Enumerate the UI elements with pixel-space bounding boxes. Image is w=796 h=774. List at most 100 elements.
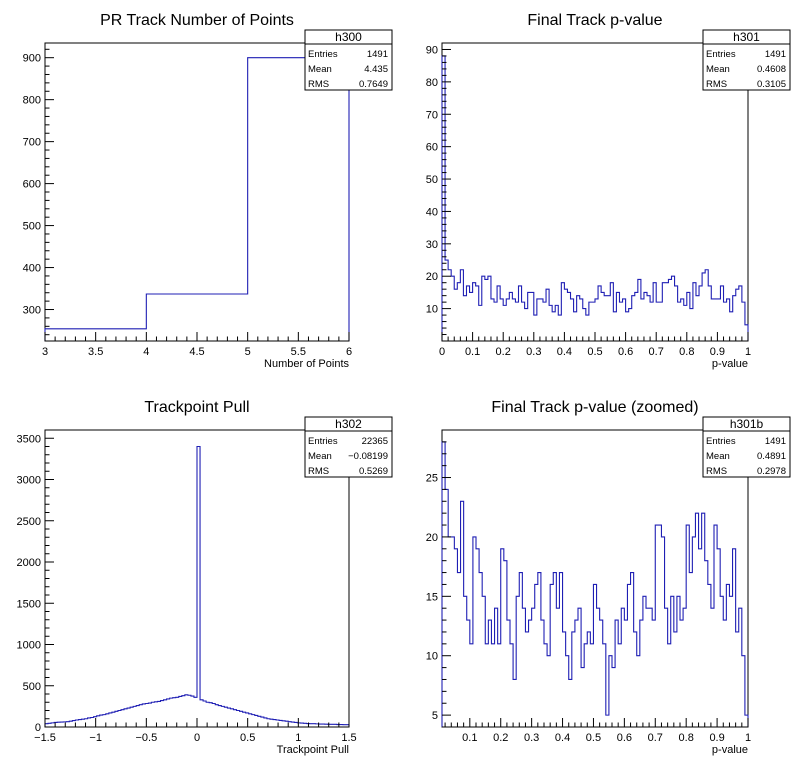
stats-value: 0.2978 <box>757 466 786 477</box>
x-tick-label: 0.1 <box>462 732 477 744</box>
x-tick-label: 3 <box>42 346 48 358</box>
y-tick-label: 60 <box>426 142 438 154</box>
stats-value: 0.3105 <box>757 79 786 90</box>
x-tick-label: 1 <box>745 346 751 358</box>
stats-label: Entries <box>706 436 736 447</box>
stats-box: h301b Entries 1491 Mean 0.4891 RMS 0.2978 <box>702 416 791 478</box>
chart-panel-2: Trackpoint Pull −1.5 −1 −0.5 0 0.5 1 1.5 0 500 100… <box>17 399 393 756</box>
x-tick-label: 0.8 <box>679 732 694 744</box>
x-tick-label: 0.5 <box>587 346 602 358</box>
x-tick-label: 5 <box>245 346 251 358</box>
y-tick-label: 80 <box>426 77 438 89</box>
chart-title: Final Track p-value <box>527 12 662 29</box>
x-axis-title: Number of Points <box>264 358 349 370</box>
stats-value: 1491 <box>765 436 786 447</box>
plot-frame <box>441 42 749 342</box>
y-tick-label: 2500 <box>17 516 41 528</box>
y-tick-label: 50 <box>426 174 438 186</box>
stats-label: RMS <box>308 466 329 477</box>
chart-title: PR Track Number of Points <box>100 12 294 29</box>
x-tick-label: 0.5 <box>586 732 601 744</box>
x-tick-label: −0.5 <box>135 732 157 744</box>
y-tick-label: 700 <box>23 137 41 149</box>
y-tick-label: 500 <box>23 681 41 693</box>
stats-label: Mean <box>706 451 730 462</box>
chart-title: Final Track p-value (zoomed) <box>491 399 698 416</box>
stats-box-frame <box>304 416 393 478</box>
x-tick-label: 0 <box>194 732 200 744</box>
x-tick-label: 0.4 <box>555 732 570 744</box>
chart-panel-3: Final Track p-value (zoomed) 0.1 0.2 0.3 0.4… <box>426 399 791 756</box>
stats-box-name: h301 <box>733 30 760 44</box>
y-tick-label: 600 <box>23 179 41 191</box>
x-tick-label: 1.5 <box>341 732 356 744</box>
x-tick-label: 0.9 <box>709 732 724 744</box>
x-tick-label: 1 <box>745 732 751 744</box>
x-tick-label: 0.7 <box>649 346 664 358</box>
stats-label: Entries <box>706 49 736 60</box>
y-tick-label: 500 <box>23 221 41 233</box>
x-tick-label: 0.2 <box>493 732 508 744</box>
x-tick-label: 1 <box>295 732 301 744</box>
y-tick-label: 800 <box>23 95 41 107</box>
y-tick-label: 90 <box>426 44 438 56</box>
y-tick-label: 400 <box>23 263 41 275</box>
stats-label: Mean <box>308 451 332 462</box>
x-tick-label: 0.2 <box>496 346 511 358</box>
chart-panel-1: Final Track p-value 0 0.1 0.2 0.3 0.4 0.5 0.6 0.… <box>426 12 791 370</box>
x-tick-label: 0.4 <box>557 346 572 358</box>
y-tick-label: 70 <box>426 109 438 121</box>
stats-box: h300 Entries 1491 Mean 4.435 RMS 0.7649 <box>304 29 393 91</box>
y-tick-label: 0 <box>35 722 41 734</box>
x-tick-label: 4 <box>143 346 149 358</box>
x-tick-label: 0.1 <box>465 346 480 358</box>
y-tick-label: 25 <box>426 473 438 485</box>
y-tick-label: 3000 <box>17 475 41 487</box>
y-tick-label: 30 <box>426 239 438 251</box>
chart-title: Trackpoint Pull <box>144 399 249 416</box>
y-tick-label: 5 <box>432 710 438 722</box>
stats-label: Mean <box>308 64 332 75</box>
x-tick-label: −1 <box>89 732 102 744</box>
stats-label: RMS <box>706 79 727 90</box>
x-tick-label: 0.5 <box>240 732 255 744</box>
x-tick-label: 0.3 <box>524 732 539 744</box>
stats-label: RMS <box>706 466 727 477</box>
stats-value: 0.7649 <box>359 79 388 90</box>
x-tick-label: 0.8 <box>679 346 694 358</box>
x-tick-label: 0.3 <box>526 346 541 358</box>
stats-box: h302 Entries 22365 Mean −0.08199 RMS 0.5269 <box>304 416 393 478</box>
x-tick-label: −1.5 <box>34 732 56 744</box>
x-tick-label: 0 <box>439 346 445 358</box>
x-tick-label: 0.7 <box>648 732 663 744</box>
y-tick-label: 1500 <box>17 598 41 610</box>
stats-value: 1491 <box>765 49 786 60</box>
plot-frame <box>44 42 350 342</box>
y-tick-label: 15 <box>426 591 438 603</box>
plot-frame <box>441 429 749 728</box>
y-tick-label: 900 <box>23 53 41 65</box>
stats-label: Mean <box>706 64 730 75</box>
stats-value: 0.5269 <box>359 466 388 477</box>
y-tick-label: 3500 <box>17 433 41 445</box>
y-tick-label: 300 <box>23 305 41 317</box>
stats-value: 0.4891 <box>757 451 786 462</box>
y-tick-label: 10 <box>426 304 438 316</box>
y-tick-label: 20 <box>426 271 438 283</box>
y-tick-label: 20 <box>426 532 438 544</box>
x-tick-label: 0.6 <box>617 732 632 744</box>
histogram-line <box>441 441 749 727</box>
x-tick-label: 6 <box>346 346 352 358</box>
stats-label: Entries <box>308 49 338 60</box>
stats-label: RMS <box>308 79 329 90</box>
x-tick-label: 0.6 <box>618 346 633 358</box>
stats-box-frame <box>304 29 393 91</box>
x-tick-label: 0.9 <box>710 346 725 358</box>
x-tick-label: 5.5 <box>291 346 306 358</box>
y-tick-label: 1000 <box>17 640 41 652</box>
stats-box-frame <box>702 29 791 91</box>
y-tick-label: 2000 <box>17 557 41 569</box>
stats-label: Entries <box>308 436 338 447</box>
histogram-line <box>44 57 350 341</box>
